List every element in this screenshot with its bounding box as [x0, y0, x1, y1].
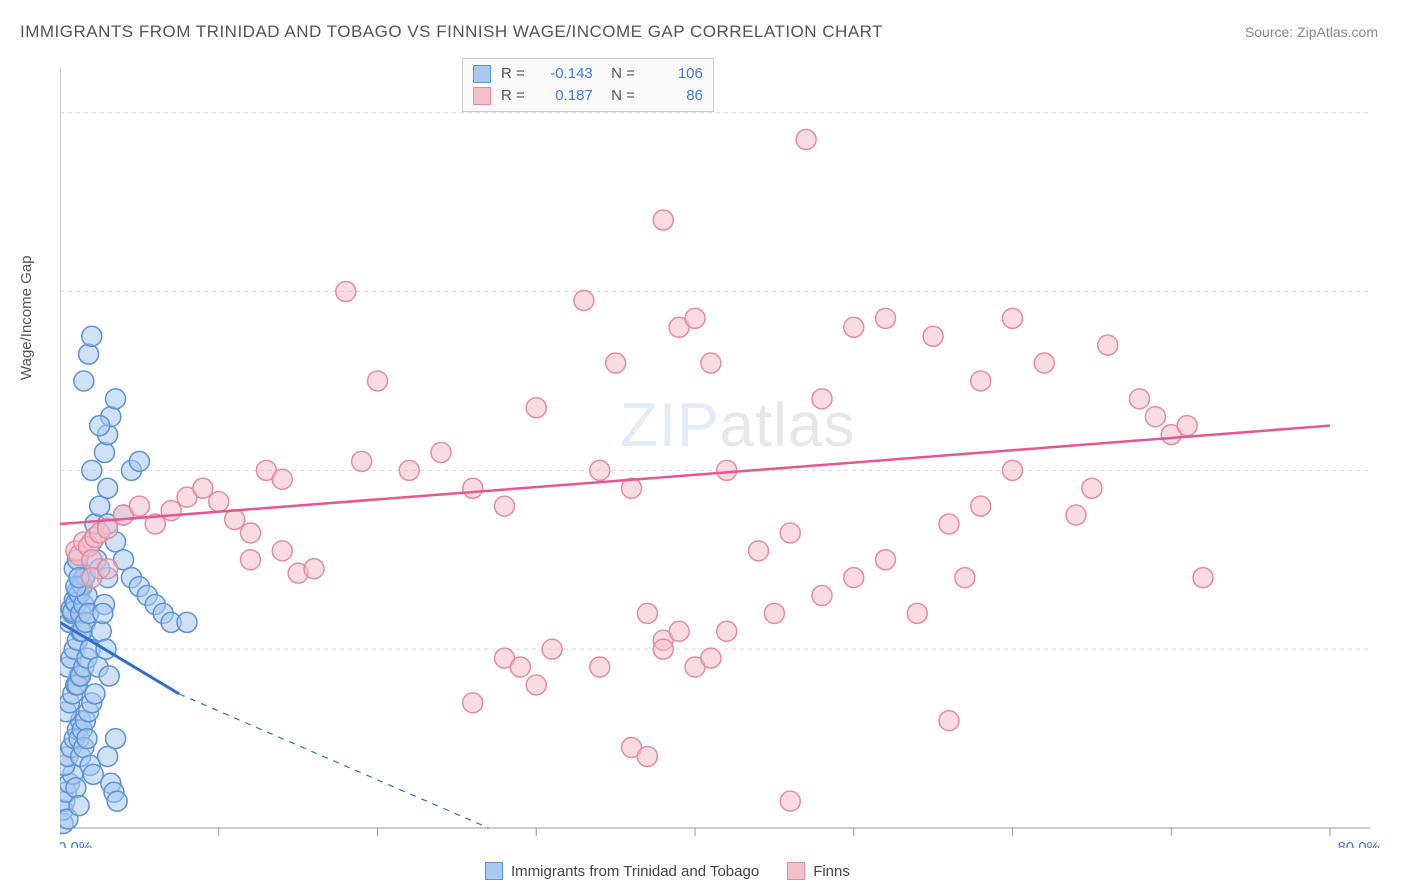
svg-text:0.0%: 0.0% [60, 839, 92, 848]
source-citation: Source: ZipAtlas.com [1245, 24, 1378, 40]
n-label: N = [603, 85, 635, 107]
r-label: R = [501, 85, 525, 107]
swatch-series-1 [473, 65, 491, 83]
n-label: N = [603, 63, 635, 85]
swatch-bottom-2 [787, 862, 805, 880]
scatter-plot: 20.0%40.0%60.0%80.0%0.0%80.0% [60, 58, 1380, 848]
legend-row-series-1: R = -0.143 N = 106 [473, 63, 703, 85]
n-value-2: 86 [645, 85, 703, 107]
legend-item-1: Immigrants from Trinidad and Tobago [485, 862, 759, 880]
n-value-1: 106 [645, 63, 703, 85]
legend-item-2: Finns [787, 862, 850, 880]
series-legend: Immigrants from Trinidad and Tobago Finn… [485, 862, 850, 880]
chart-area: 20.0%40.0%60.0%80.0%0.0%80.0% [60, 58, 1380, 848]
swatch-series-2 [473, 87, 491, 105]
r-label: R = [501, 63, 525, 85]
correlation-legend: R = -0.143 N = 106 R = 0.187 N = 86 [462, 58, 714, 112]
chart-title: IMMIGRANTS FROM TRINIDAD AND TOBAGO VS F… [20, 22, 883, 42]
legend-label-2: Finns [813, 863, 850, 880]
legend-row-series-2: R = 0.187 N = 86 [473, 85, 703, 107]
swatch-bottom-1 [485, 862, 503, 880]
legend-label-1: Immigrants from Trinidad and Tobago [511, 863, 759, 880]
r-value-2: 0.187 [535, 85, 593, 107]
y-axis-label: Wage/Income Gap [18, 255, 35, 380]
r-value-1: -0.143 [535, 63, 593, 85]
svg-text:80.0%: 80.0% [1337, 839, 1380, 848]
